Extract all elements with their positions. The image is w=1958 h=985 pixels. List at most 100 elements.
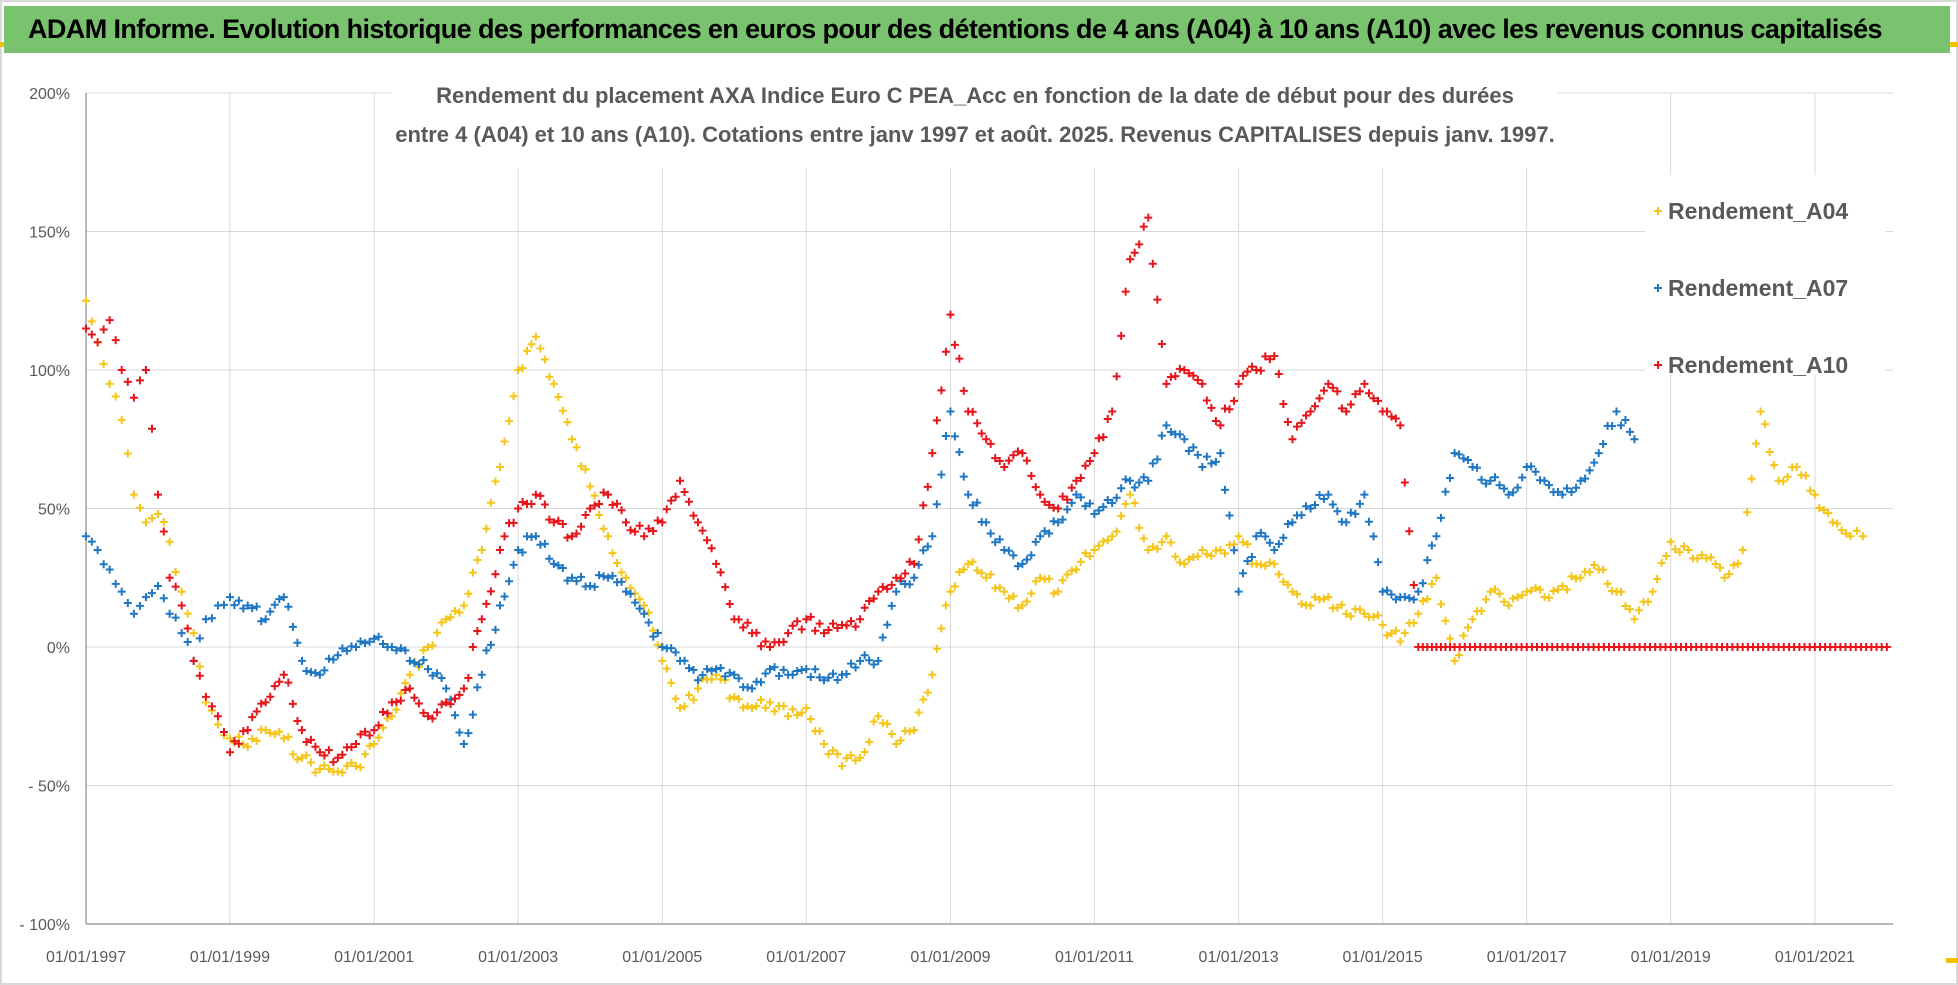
data-point bbox=[1518, 591, 1527, 600]
data-point bbox=[459, 601, 468, 610]
data-point bbox=[1585, 568, 1594, 577]
data-point bbox=[183, 624, 192, 633]
data-point bbox=[941, 347, 950, 356]
data-point bbox=[1166, 427, 1175, 436]
data-point bbox=[1189, 443, 1198, 452]
data-point bbox=[455, 690, 464, 699]
data-point bbox=[937, 624, 946, 633]
data-point bbox=[1770, 461, 1779, 470]
data-point bbox=[248, 713, 257, 722]
data-point bbox=[1544, 481, 1553, 490]
data-point bbox=[531, 332, 540, 341]
corner-marker-bottom-right bbox=[1946, 958, 1958, 963]
data-point bbox=[1175, 558, 1184, 567]
data-point bbox=[153, 582, 162, 591]
data-point bbox=[392, 705, 401, 714]
data-point bbox=[473, 683, 482, 692]
data-point bbox=[293, 638, 302, 647]
data-point bbox=[986, 570, 995, 579]
data-point bbox=[183, 637, 192, 646]
data-point bbox=[159, 594, 168, 603]
data-point bbox=[1018, 559, 1027, 568]
data-point bbox=[991, 454, 1000, 463]
data-point bbox=[572, 529, 581, 538]
data-point bbox=[626, 589, 635, 598]
data-point bbox=[1612, 407, 1621, 416]
data-point bbox=[1477, 475, 1486, 484]
data-point bbox=[1725, 569, 1734, 578]
data-point bbox=[1211, 417, 1220, 426]
data-point bbox=[631, 598, 640, 607]
data-point bbox=[1387, 412, 1396, 421]
data-point bbox=[734, 615, 743, 624]
data-point bbox=[491, 570, 500, 579]
data-point bbox=[1333, 603, 1342, 612]
data-point bbox=[1441, 616, 1450, 625]
data-point bbox=[320, 761, 329, 770]
data-point bbox=[1090, 449, 1099, 458]
data-point bbox=[707, 675, 716, 684]
data-point bbox=[1036, 532, 1045, 541]
data-point bbox=[1333, 387, 1342, 396]
data-point bbox=[1630, 435, 1639, 444]
data-point bbox=[712, 665, 721, 674]
data-point bbox=[1207, 403, 1216, 412]
data-point bbox=[1265, 355, 1274, 364]
data-point bbox=[590, 582, 599, 591]
data-point bbox=[1162, 421, 1171, 430]
data-point bbox=[1378, 587, 1387, 596]
data-point bbox=[374, 632, 383, 641]
data-point bbox=[1450, 656, 1459, 665]
y-tick-label: 150% bbox=[29, 225, 70, 242]
data-point bbox=[1734, 559, 1743, 568]
data-point bbox=[1743, 508, 1752, 517]
data-point bbox=[419, 646, 428, 655]
data-point bbox=[405, 670, 414, 679]
data-point bbox=[716, 568, 725, 577]
data-point bbox=[1054, 504, 1063, 513]
data-point bbox=[1625, 605, 1634, 614]
data-point bbox=[1256, 528, 1265, 537]
data-point bbox=[531, 490, 540, 499]
data-point bbox=[1027, 589, 1036, 598]
data-point bbox=[986, 439, 995, 448]
data-point bbox=[946, 407, 955, 416]
data-point bbox=[293, 717, 302, 726]
data-point bbox=[1099, 502, 1108, 511]
data-point bbox=[1130, 499, 1139, 508]
data-point bbox=[468, 710, 477, 719]
data-point bbox=[964, 559, 973, 568]
data-point bbox=[379, 640, 388, 649]
data-point bbox=[658, 643, 667, 651]
data-point bbox=[1819, 506, 1828, 515]
data-point bbox=[567, 532, 576, 541]
data-point bbox=[1801, 471, 1810, 480]
data-point bbox=[1126, 255, 1135, 264]
data-point bbox=[802, 665, 811, 674]
data-point bbox=[1842, 529, 1851, 538]
data-point bbox=[518, 497, 527, 506]
data-point bbox=[123, 377, 132, 386]
data-point bbox=[531, 532, 540, 541]
y-tick-label: - 50% bbox=[28, 779, 70, 796]
data-point bbox=[1634, 606, 1643, 615]
data-point bbox=[342, 761, 351, 770]
data-point bbox=[1220, 549, 1229, 558]
data-point bbox=[1031, 483, 1040, 492]
data-point bbox=[1387, 629, 1396, 638]
data-point bbox=[428, 714, 437, 723]
data-point bbox=[725, 600, 734, 609]
data-point bbox=[869, 594, 878, 603]
data-point bbox=[1423, 595, 1432, 604]
data-point bbox=[1076, 474, 1085, 483]
data-point bbox=[207, 702, 216, 711]
data-point bbox=[1054, 587, 1063, 596]
data-point bbox=[1815, 504, 1824, 513]
data-point bbox=[617, 577, 626, 586]
data-point bbox=[464, 673, 473, 682]
data-point bbox=[707, 666, 716, 675]
data-point bbox=[914, 708, 923, 717]
data-point bbox=[279, 734, 288, 743]
data-point bbox=[270, 600, 279, 609]
data-point bbox=[464, 589, 473, 598]
